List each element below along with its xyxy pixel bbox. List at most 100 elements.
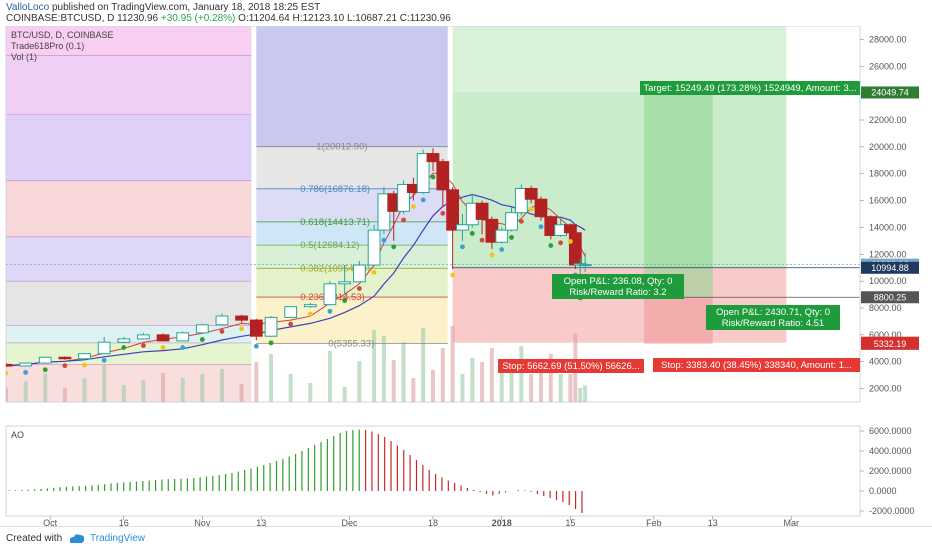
volume-bar — [450, 326, 455, 402]
position-1-profit-zone — [452, 92, 787, 268]
candle-body — [78, 353, 91, 360]
author-link[interactable]: ValloLoco — [6, 2, 50, 13]
volume-bar — [180, 378, 185, 402]
volume-bar — [548, 354, 553, 402]
candle-body — [446, 189, 460, 231]
chart-frame[interactable]: 1(20012.90) 0.786(16876.18) 0.618(14413.71… — [0, 26, 932, 526]
indicator-dot — [509, 235, 514, 240]
volume-bar — [578, 388, 583, 402]
tradingview-brand-link[interactable]: TradingView — [90, 533, 146, 544]
stop-label-box-1-bg — [498, 359, 644, 373]
volume-bar — [431, 370, 435, 402]
candle-body — [534, 198, 548, 218]
price-tag — [861, 86, 919, 99]
fib-top-zone — [256, 26, 448, 147]
candle-body — [475, 202, 489, 220]
position-1-pnl-box-text: Risk/Reward Ratio: 3.2 — [569, 287, 666, 298]
volume-bar — [381, 336, 386, 402]
price-tag — [861, 261, 919, 274]
price-tag-label: 24049.74 — [871, 87, 909, 97]
candle-body — [397, 183, 410, 212]
indicator-dot — [518, 218, 524, 224]
candle-body — [578, 264, 592, 267]
x-axis-tick-label: 13 — [708, 518, 718, 526]
chart-canvas[interactable]: 1(20012.90) 0.786(16876.18) 0.618(14413.71… — [0, 26, 932, 526]
volume-bar — [499, 372, 504, 402]
gann-band — [6, 236, 252, 282]
indicator-dot — [180, 345, 186, 350]
stop-label-box-2-text: Stop: 3383.40 (38.45%) 338340, Amount: 1… — [661, 360, 852, 371]
volume-bar — [401, 342, 406, 402]
x-axis-tick-label: Mar — [784, 518, 800, 526]
symbol-line: COINBASE:BTCUSD, D 11230.96 +30.95 (+0.2… — [6, 13, 451, 24]
candle-body — [303, 304, 317, 308]
volume-bar — [583, 385, 588, 402]
volume-bar — [308, 383, 313, 402]
gann-band — [6, 26, 252, 56]
indicator-dot — [489, 252, 495, 258]
candle-body — [436, 161, 450, 191]
y-axis-tick-label: 22000.00 — [869, 115, 907, 125]
chart-header: ValloLoco published on TradingView.com, … — [0, 0, 932, 26]
candle-body — [367, 229, 381, 266]
volume-bar — [342, 387, 347, 402]
candle-body — [352, 264, 366, 283]
y-axis-tick-label: 16000.00 — [869, 196, 907, 206]
candle-body — [235, 315, 248, 321]
volume-bar — [372, 330, 377, 402]
volume-bar — [62, 387, 67, 402]
position-2-pnl-box-bg — [706, 305, 840, 330]
y-axis-tick-label: 4000.00 — [869, 357, 902, 367]
indicator-dot — [528, 206, 534, 212]
y-axis-tick-label: 18000.00 — [869, 169, 907, 179]
indicator-dot — [440, 210, 446, 216]
price-tag — [861, 337, 919, 350]
indicator-dot — [82, 362, 87, 368]
indicator-dot — [410, 204, 416, 209]
gann-band — [6, 325, 252, 343]
y-axis-tick-label: 26000.00 — [869, 61, 907, 71]
fib-zone — [256, 245, 448, 269]
candle-body — [564, 224, 577, 234]
indicator-dot — [469, 231, 475, 236]
indicator-dot — [101, 357, 107, 363]
position-2-loss-zone — [644, 297, 713, 344]
indicator-dot — [420, 197, 426, 203]
price-tag-label: 8800.25 — [874, 292, 907, 302]
indicator-dot — [268, 340, 274, 346]
volume-bar — [480, 362, 485, 402]
volume-bar — [121, 385, 126, 402]
volume-bar — [538, 360, 543, 402]
publish-info: published on TradingView.com, January 18… — [51, 2, 321, 13]
y-axis-tick-label: 10000.00 — [869, 276, 907, 286]
chart-legend: BTC/USD, D, COINBASE Trade618Pro (0.1) V… — [11, 30, 114, 63]
x-axis-tick-label: 2018 — [492, 518, 512, 526]
indicator-dot — [371, 269, 377, 275]
candle-body — [514, 187, 528, 214]
fib-zone — [256, 188, 448, 222]
footer-bar: Created with TradingView — [0, 526, 932, 551]
legend-series: BTC/USD, D, COINBASE — [11, 30, 114, 40]
candle-body — [284, 306, 298, 318]
stop-label-box-1-text: Stop: 5662.69 (51.50%) 56626... — [502, 361, 639, 372]
candle-body — [505, 212, 518, 231]
x-axis-tick-label: 18 — [428, 518, 438, 526]
candle-body — [97, 341, 111, 355]
indicator-dot — [253, 343, 259, 349]
symbol-name: COINBASE:BTCUSD, D — [6, 13, 115, 24]
volume-bar — [102, 365, 107, 402]
volume-bar — [529, 374, 534, 402]
y-axis-tick-label: 12000.00 — [869, 249, 907, 259]
indicator-dot — [199, 337, 205, 342]
stop-label-box-2-bg — [653, 358, 860, 372]
ao-axis-tick-label: 4000.0000 — [869, 446, 912, 456]
candle-body — [456, 224, 469, 231]
candle-body — [215, 315, 229, 326]
volume-bar — [568, 374, 573, 402]
tradingview-logo-icon[interactable] — [68, 533, 86, 544]
indicator-dot — [239, 326, 244, 332]
volume-bar — [6, 387, 8, 402]
candle-body — [249, 319, 263, 337]
volume-bar — [327, 351, 332, 402]
fib-level-label: 0.382(10954.53) — [300, 263, 370, 274]
